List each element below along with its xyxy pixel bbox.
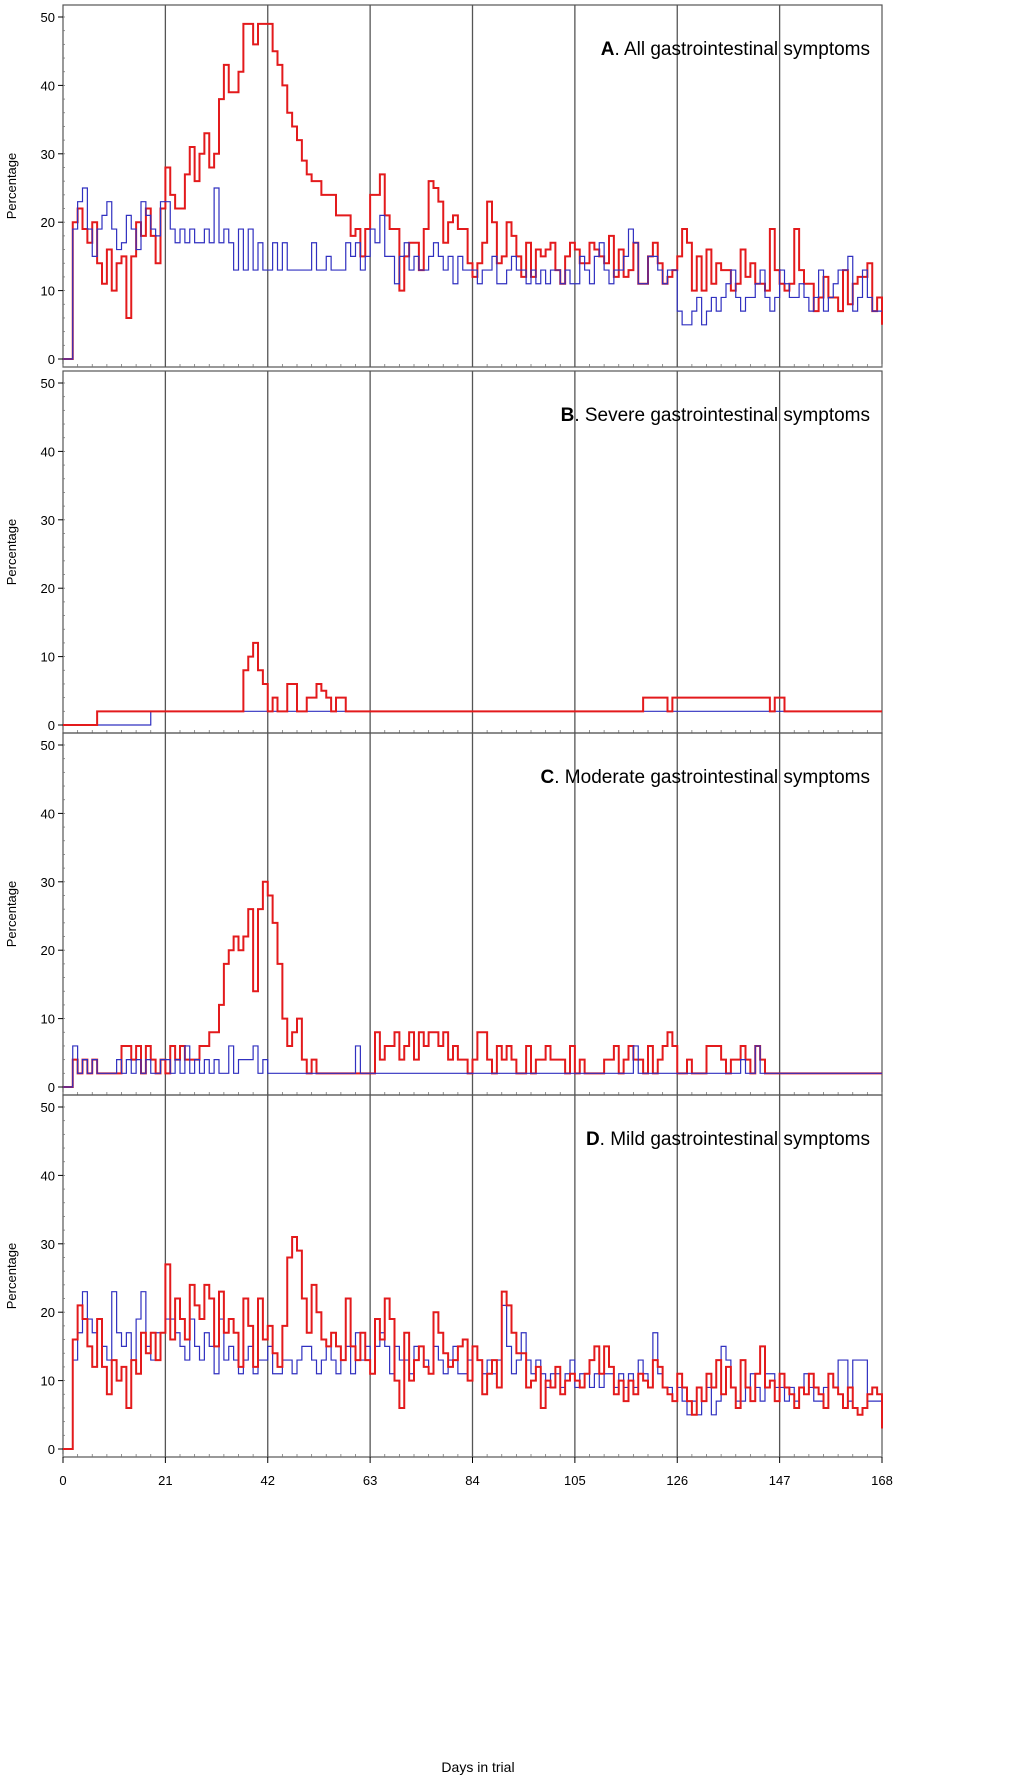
y-tick-label: 20 bbox=[41, 1305, 55, 1320]
y-axis-title: Percentage bbox=[4, 153, 19, 220]
series-line-blue bbox=[63, 187, 882, 360]
panel-title: D. Mild gastrointestinal symptoms bbox=[586, 1129, 870, 1150]
y-tick-label: 50 bbox=[41, 738, 55, 753]
y-tick-label: 30 bbox=[41, 513, 55, 528]
x-tick-label: 21 bbox=[158, 1473, 172, 1488]
y-tick-label: 0 bbox=[48, 1442, 55, 1457]
panel-title-letter: D bbox=[586, 1129, 600, 1150]
y-tick-label: 30 bbox=[41, 1237, 55, 1252]
x-tick-label: 42 bbox=[261, 1473, 275, 1488]
x-tick-label: 63 bbox=[363, 1473, 377, 1488]
x-tick-label: 168 bbox=[871, 1473, 893, 1488]
y-axis-title: Percentage bbox=[4, 881, 19, 948]
y-tick-label: 20 bbox=[41, 581, 55, 596]
y-tick-label: 40 bbox=[41, 806, 55, 821]
x-tick-label: 105 bbox=[564, 1473, 586, 1488]
x-axis-title: Days in trial bbox=[441, 1759, 514, 1775]
y-tick-label: 30 bbox=[41, 875, 55, 890]
panel-title-text: . All gastrointestinal symptoms bbox=[614, 39, 870, 60]
y-tick-label: 0 bbox=[48, 1080, 55, 1095]
panel-title-text: . Moderate gastrointestinal symptoms bbox=[554, 767, 870, 788]
y-tick-label: 50 bbox=[41, 1100, 55, 1115]
y-tick-label: 10 bbox=[41, 1012, 55, 1027]
panel-title-letter: B bbox=[561, 405, 575, 426]
panel-d: 0 10 20 30 40 50 Percentage D. Mild gastrointes… bbox=[4, 1094, 893, 1488]
x-tick-label: 147 bbox=[769, 1473, 791, 1488]
series-line-red bbox=[63, 22, 883, 360]
series-line-red bbox=[63, 641, 882, 726]
series-line-red bbox=[63, 880, 882, 1088]
y-tick-label: 10 bbox=[41, 284, 55, 299]
y-tick-label: 50 bbox=[41, 376, 55, 391]
y-tick-label: 30 bbox=[41, 147, 55, 162]
y-tick-label: 0 bbox=[48, 352, 55, 367]
panel-title-letter: C bbox=[541, 767, 555, 788]
series-line-blue bbox=[63, 1045, 882, 1088]
y-tick-label: 20 bbox=[41, 943, 55, 958]
y-tick-label: 40 bbox=[41, 1168, 55, 1183]
x-tick-label: 126 bbox=[666, 1473, 688, 1488]
y-tick-label: 10 bbox=[41, 650, 55, 665]
y-tick-label: 40 bbox=[41, 444, 55, 459]
y-tick-label: 10 bbox=[41, 1374, 55, 1389]
panel-a: 0 10 20 30 40 50 Percentage A. All gastrointest… bbox=[4, 4, 883, 368]
y-tick-label: 20 bbox=[41, 215, 55, 230]
x-tick-label: 84 bbox=[465, 1473, 479, 1488]
panel-title-text: . Mild gastrointestinal symptoms bbox=[600, 1129, 870, 1150]
panels: 0 10 20 30 40 50 Percentage A. All gastrointest… bbox=[4, 4, 893, 1488]
panel-c: 0 10 20 30 40 50 Percentage C. Moderate gastroi… bbox=[4, 732, 883, 1096]
series-line-red bbox=[63, 1235, 883, 1450]
x-tick-label: 0 bbox=[59, 1473, 66, 1488]
y-axis-title: Percentage bbox=[4, 1243, 19, 1310]
panel-b: 0 10 20 30 40 50 Percentage B. Severe gastroint… bbox=[4, 370, 883, 734]
panel-title: C. Moderate gastrointestinal symptoms bbox=[541, 767, 870, 788]
panel-title-text: . Severe gastrointestinal symptoms bbox=[574, 405, 870, 426]
y-tick-label: 50 bbox=[41, 10, 55, 25]
panel-title-letter: A bbox=[601, 39, 615, 60]
y-axis-title: Percentage bbox=[4, 519, 19, 586]
panel-title: B. Severe gastrointestinal symptoms bbox=[561, 405, 870, 426]
panel-title: A. All gastrointestinal symptoms bbox=[601, 39, 870, 60]
y-tick-label: 0 bbox=[48, 718, 55, 733]
y-tick-label: 40 bbox=[41, 78, 55, 93]
